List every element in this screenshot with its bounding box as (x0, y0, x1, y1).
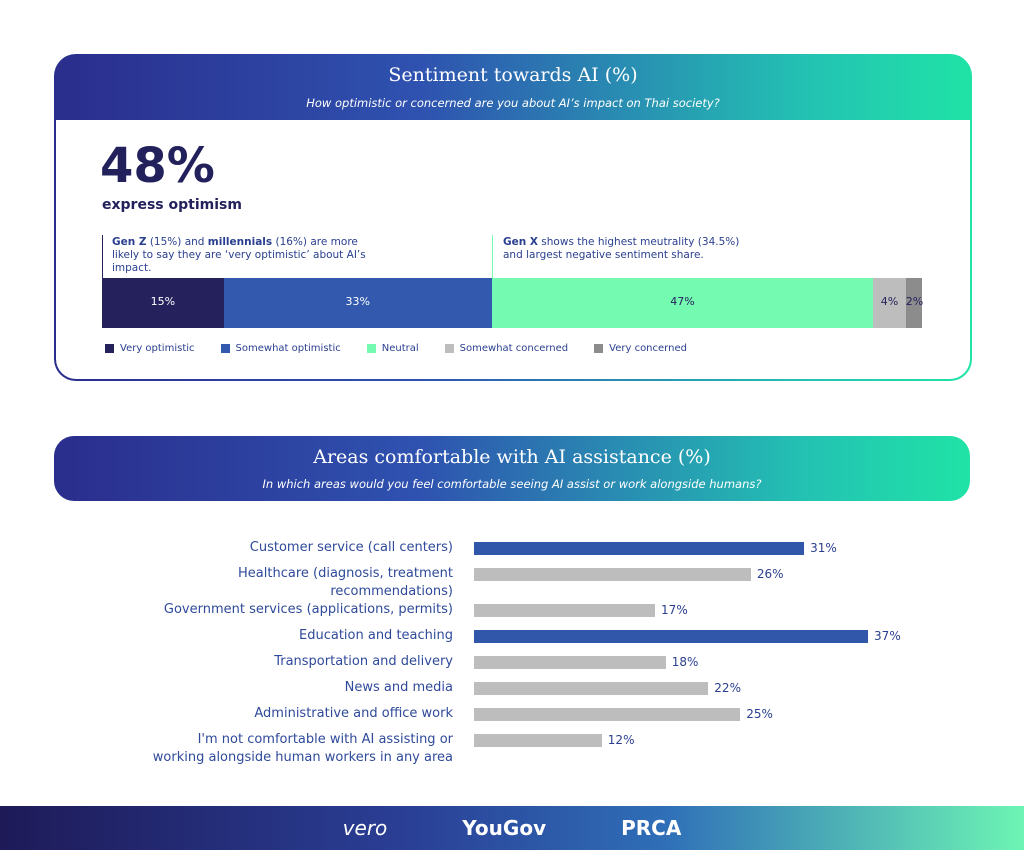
value-label: 15% (150, 295, 176, 308)
bar-area: 37% (474, 627, 901, 645)
chart-title: Areas comfortable with AI assistance (%) (313, 446, 711, 468)
bar (474, 681, 709, 695)
annotation-text: shows the highest meutrality (34.5%) and… (503, 236, 740, 261)
bar-area: 25% (474, 705, 773, 723)
annotation-line (492, 235, 493, 278)
bar-segment: 47% (491, 278, 874, 328)
value-label: 31% (810, 541, 837, 555)
bar (474, 603, 656, 617)
legend-swatch (594, 344, 604, 353)
category-label: News and media (344, 680, 453, 695)
annotation: Gen X shows the highest meutrality (34.5… (503, 236, 743, 262)
logo: PRCA (621, 816, 682, 840)
legend: Very optimistic Somewhat optimistic Neutra… (105, 343, 687, 354)
bar-row: Administrative and office work 25% (0, 705, 1024, 731)
bar-segment: 15% (102, 278, 224, 328)
value-label: 25% (746, 707, 773, 721)
bar-row: I'm not comfortable with AI assisting or… (0, 731, 1024, 767)
category-label: Healthcare (diagnosis, treatment recomme… (238, 566, 453, 599)
legend-item: Somewhat optimistic (220, 343, 341, 354)
card-body (56, 120, 970, 379)
value-label: 33% (345, 295, 370, 308)
legend-label: Very optimistic (120, 343, 195, 354)
bar-area: 18% (474, 653, 698, 671)
chart-subtitle: In which areas would you feel comfortabl… (262, 477, 762, 491)
bar-chart: Customer service (call centers) 31% Health… (0, 539, 1024, 767)
bar-area: 31% (474, 539, 837, 557)
headline: 48% (100, 138, 215, 194)
logo: YouGov (462, 816, 547, 840)
value-label: 17% (661, 603, 688, 617)
legend-swatch (220, 344, 230, 353)
value-label: 37% (874, 629, 901, 643)
legend-item: Very concerned (594, 343, 687, 354)
bar (474, 707, 741, 721)
bar-area: 12% (474, 731, 634, 749)
legend-label: Very concerned (609, 343, 687, 354)
bar-row: Government services (applications, permi… (0, 601, 1024, 627)
value-label: 47% (670, 295, 695, 308)
value-label: 12% (607, 733, 635, 747)
legend-swatch (105, 344, 114, 353)
annotation-text: (15%) and (146, 236, 208, 248)
card-header: Areas comfortable with AI assistance (%)… (54, 436, 970, 501)
bar-row: Healthcare (diagnosis, treatment recomme… (0, 565, 1024, 601)
legend-item: Somewhat concerned (444, 343, 569, 354)
bar-segment: 33% (223, 278, 492, 328)
chart-title: Sentiment towards AI (%) (388, 64, 638, 86)
legend-label: Neutral (381, 343, 419, 354)
bar-row: Customer service (call centers) 31% (0, 539, 1024, 565)
legend-label: Somewhat optimistic (235, 343, 341, 354)
legend-item: Neutral (366, 343, 419, 354)
legend-label: Somewhat concerned (459, 343, 569, 354)
value-label: 2% (905, 295, 924, 308)
bar-area: 17% (474, 601, 688, 619)
headline-label: express optimism (102, 197, 242, 213)
annotation-text: Gen Z (112, 236, 147, 248)
annotation-text: millennials (207, 236, 273, 248)
bar-row: Education and teaching 37% (0, 627, 1024, 653)
legend-item: Very optimistic (105, 343, 195, 354)
category-label: I'm not comfortable with AI assisting or… (152, 732, 453, 765)
chart-subtitle: How optimistic or concerned are you abou… (306, 96, 720, 110)
card-border: Sentiment towards AI (%) How optimistic … (54, 54, 972, 381)
annotation-text: (16%) are more likely to say they are ‘v… (112, 236, 366, 274)
bar-area: 22% (474, 679, 741, 697)
legend-swatch (366, 344, 376, 353)
value-label: 18% (671, 655, 699, 669)
bar-segment: 4% (873, 278, 906, 328)
category-label: Government services (applications, permi… (163, 602, 453, 617)
bar-segment: 2% (905, 278, 924, 328)
bar-row: Transportation and delivery 18% (0, 653, 1024, 679)
annotation-text: Gen X (503, 236, 538, 248)
bar (474, 541, 805, 555)
legend-swatch (444, 344, 454, 353)
category-label: Education and teaching (299, 628, 453, 643)
logo: vero (342, 816, 388, 840)
bar (474, 629, 869, 643)
category-label: Transportation and delivery (274, 654, 453, 669)
value-label: 4% (880, 295, 899, 308)
annotation-line (102, 235, 103, 278)
bar (474, 567, 751, 581)
category-label: Customer service (call centers) (249, 540, 453, 555)
bar (474, 733, 602, 747)
annotation: Gen Z (15%) and millennials (16%) are mo… (112, 236, 387, 275)
value-label: 22% (714, 681, 741, 695)
bar (474, 655, 666, 669)
stacked-bar: 15% 33% 47% 4% 2% (102, 278, 924, 328)
footer: vero YouGov PRCA (0, 806, 1024, 850)
bar-row: News and media 22% (0, 679, 1024, 705)
category-label: Administrative and office work (254, 706, 453, 721)
value-label: 26% (756, 567, 784, 581)
bar-area: 26% (474, 565, 784, 583)
